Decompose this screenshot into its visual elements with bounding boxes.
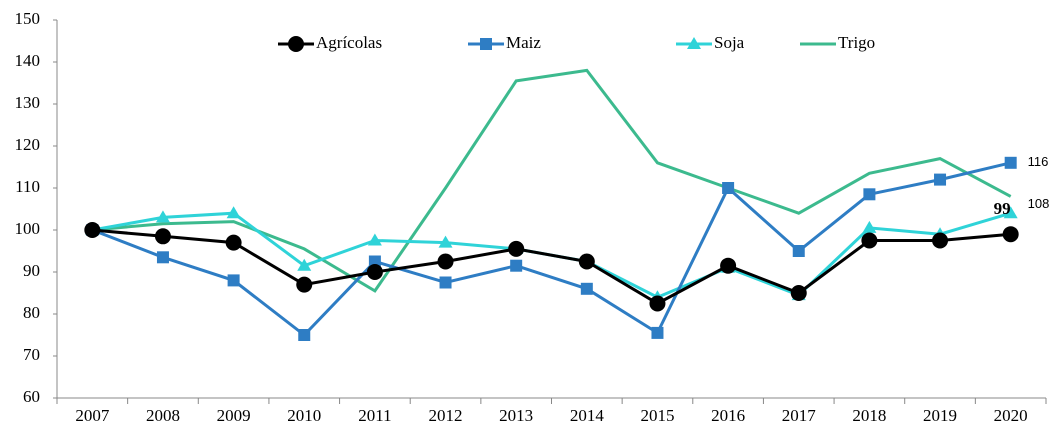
point (226, 206, 241, 219)
x-tick-label: 2018 (852, 406, 886, 425)
x-tick-label: 2010 (287, 406, 321, 425)
legend-label: Maiz (506, 33, 541, 52)
y-tick-label: 150 (15, 9, 41, 28)
point (368, 255, 381, 268)
point (861, 232, 878, 249)
series-line (92, 68, 1012, 293)
point (720, 257, 737, 274)
point (862, 220, 877, 233)
y-tick-label: 70 (23, 345, 40, 364)
point (366, 264, 383, 280)
point (1003, 206, 1018, 219)
point (437, 253, 454, 270)
point (508, 240, 525, 257)
y-tick-label: 80 (23, 303, 40, 322)
point (649, 295, 666, 312)
point (296, 276, 313, 293)
x-tick-label: 2011 (358, 406, 391, 425)
point (1002, 226, 1019, 243)
x-tick-label: 2007 (75, 406, 110, 425)
point (932, 232, 949, 249)
legend-marker (687, 37, 701, 49)
x-tick-label: 2008 (146, 406, 180, 425)
x-tick-label: 2016 (711, 406, 745, 425)
point (863, 188, 876, 201)
x-tick-label: 2020 (994, 406, 1028, 425)
x-tick-label: 2019 (923, 406, 957, 425)
point (298, 329, 311, 341)
legend-label: Agrícolas (316, 33, 382, 52)
point (367, 233, 382, 246)
series-line (92, 228, 1011, 306)
y-tick-label: 90 (23, 261, 40, 280)
data-label: 116 (1028, 154, 1049, 169)
point (438, 235, 453, 248)
point (651, 326, 664, 339)
point (156, 251, 169, 264)
y-tick-label: 120 (15, 135, 41, 154)
point (510, 259, 523, 272)
point (84, 222, 101, 238)
legend-label: Trigo (838, 33, 875, 52)
data-label: 108 (1028, 196, 1050, 211)
x-tick-label: 2009 (217, 406, 251, 425)
legend-marker (288, 36, 304, 52)
y-tick-label: 110 (15, 177, 40, 196)
point (439, 276, 452, 289)
point (722, 182, 735, 194)
x-tick-label: 2015 (640, 406, 674, 425)
y-tick-label: 60 (23, 387, 40, 406)
x-tick-label: 2017 (782, 406, 817, 425)
legend-marker (480, 38, 492, 50)
legend-label: Soja (714, 33, 745, 52)
y-tick-label: 130 (15, 93, 41, 112)
point (580, 282, 593, 295)
point (934, 173, 947, 186)
y-tick-label: 140 (15, 51, 41, 70)
point (792, 245, 805, 257)
point (155, 210, 170, 223)
x-tick-label: 2012 (429, 406, 463, 425)
point (225, 234, 242, 251)
point (790, 285, 807, 301)
x-tick-label: 2013 (499, 406, 533, 425)
point (297, 258, 312, 271)
point (1004, 156, 1017, 169)
y-tick-label: 100 (15, 219, 41, 238)
data-label: 99 (994, 199, 1011, 218)
point (154, 228, 171, 245)
point (578, 253, 595, 270)
x-tick-label: 2014 (570, 406, 605, 425)
point (227, 274, 240, 287)
series-line (91, 161, 1012, 338)
